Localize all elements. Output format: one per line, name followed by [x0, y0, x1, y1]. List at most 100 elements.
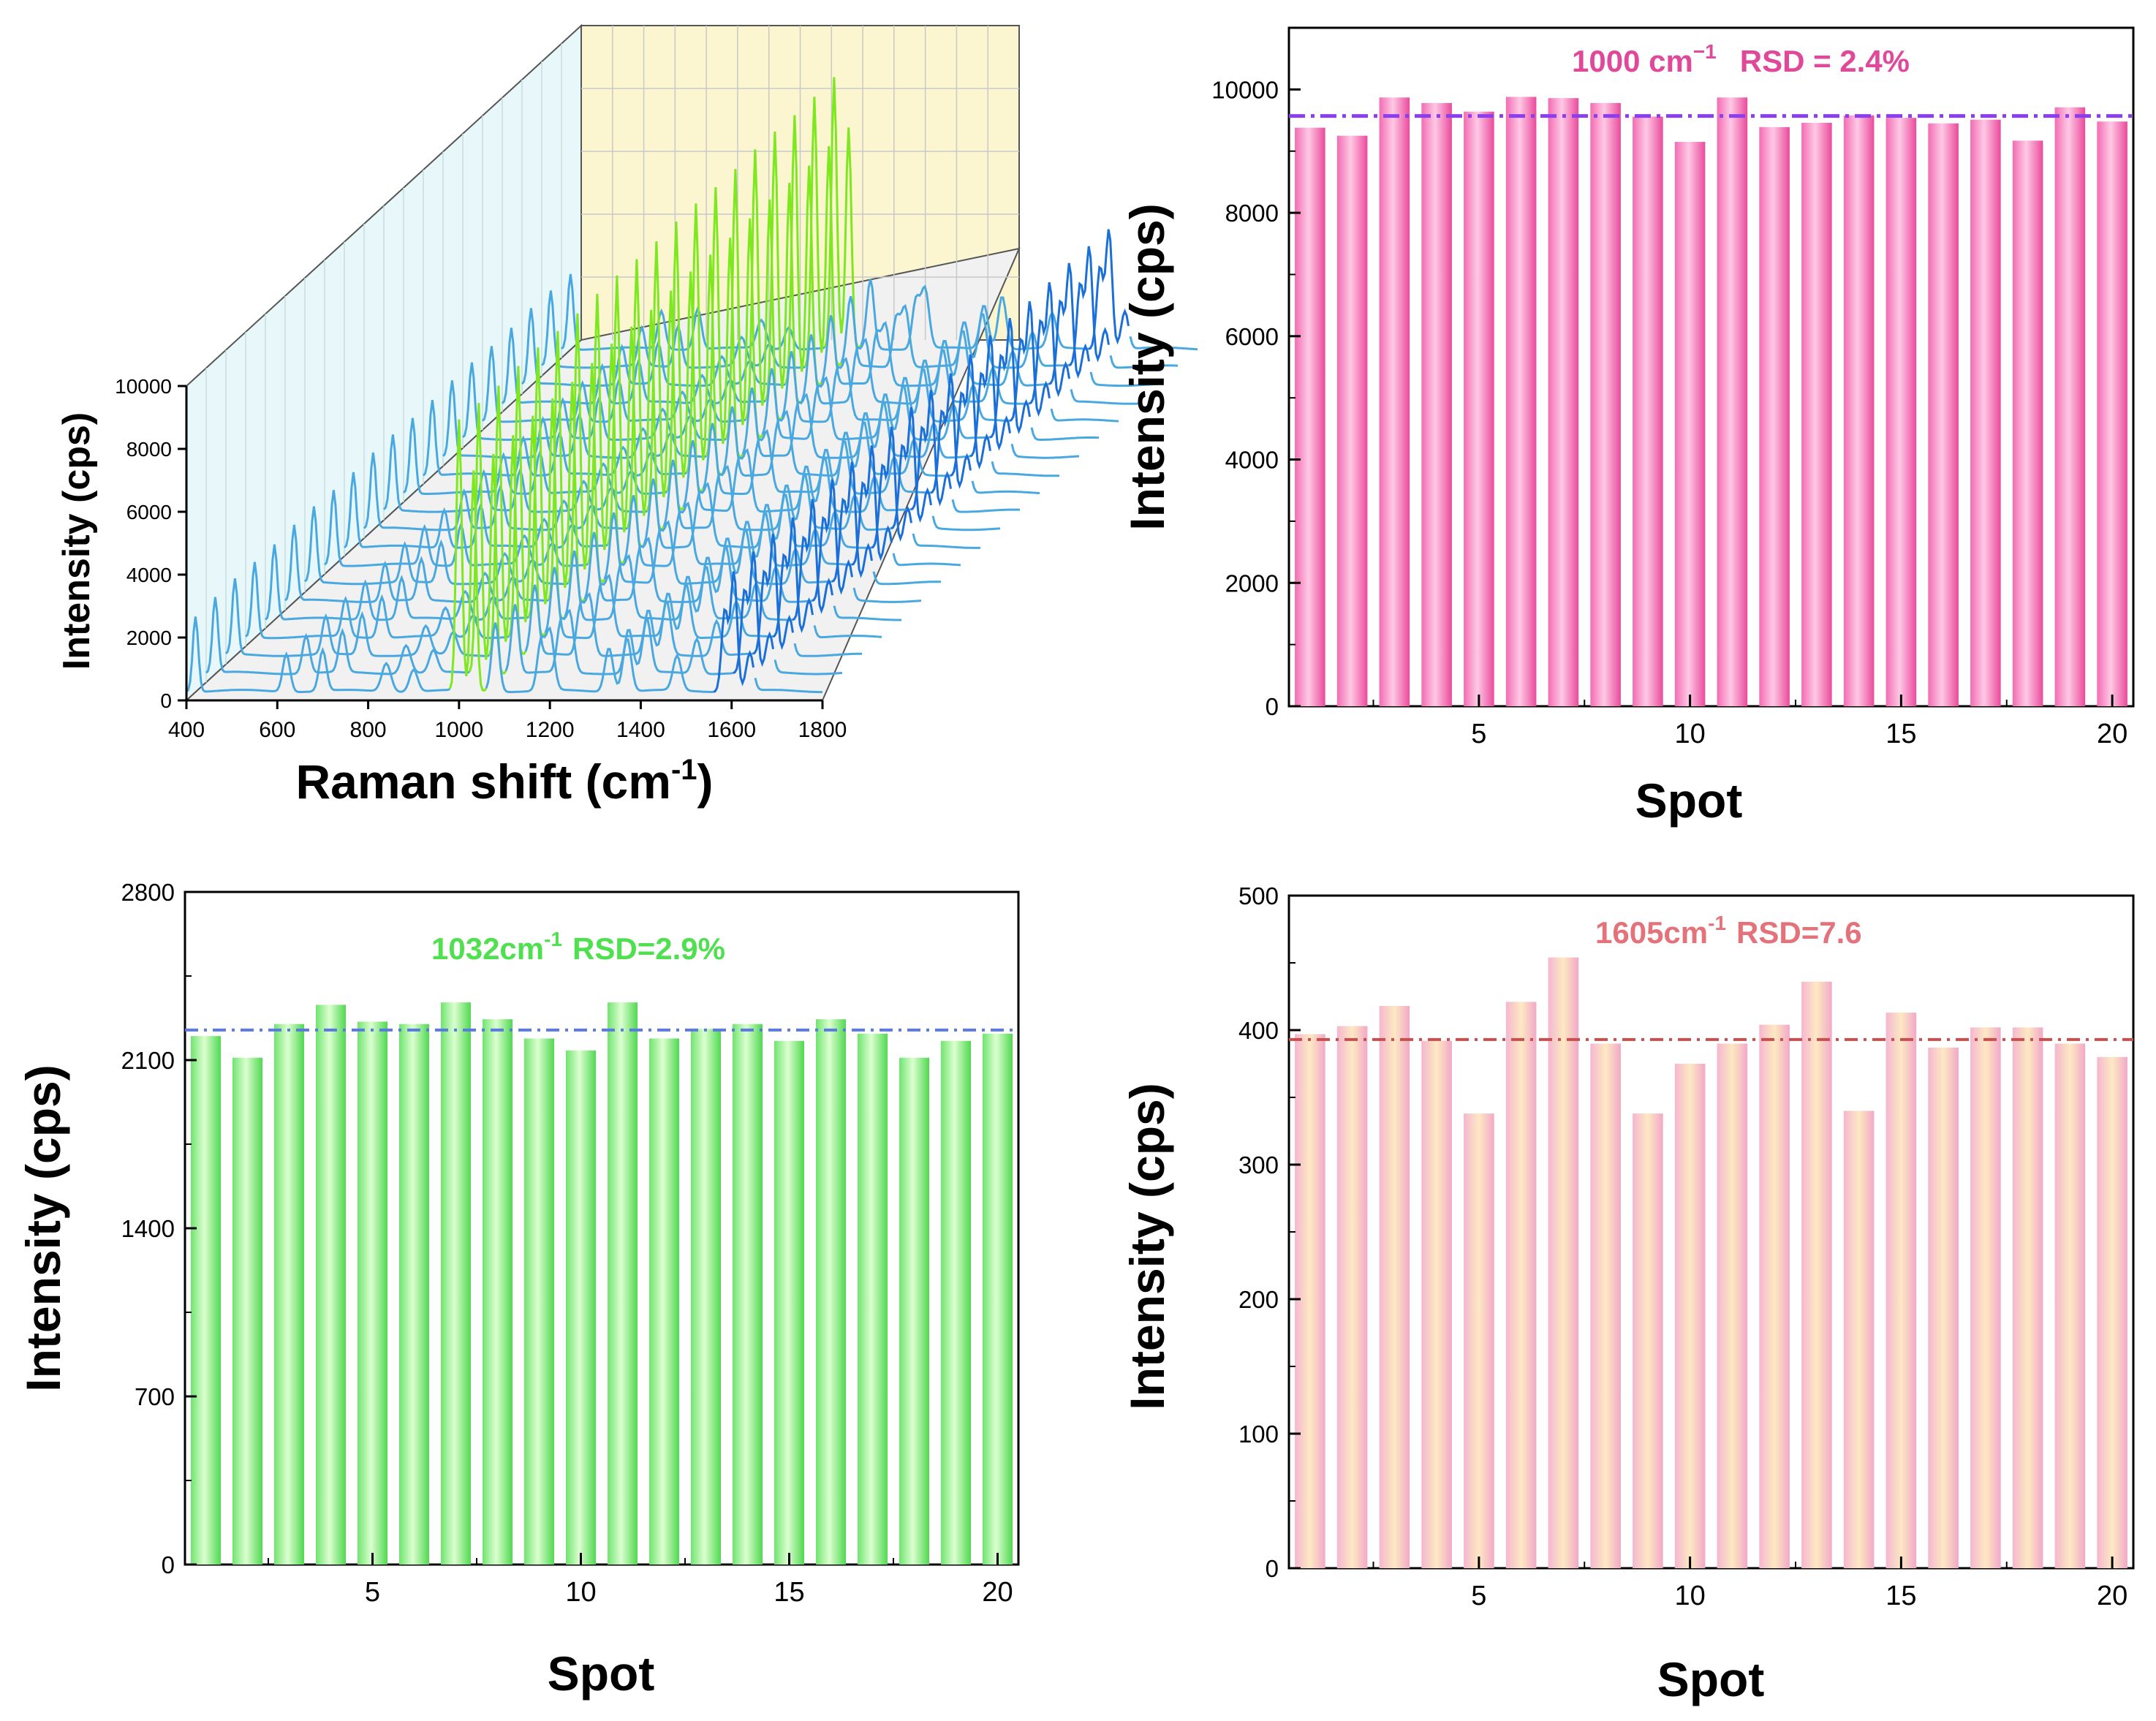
bar-spot-2 [1336, 1026, 1368, 1568]
bar-spot-17 [857, 1033, 888, 1565]
spectrum-9-peak-1605 [871, 426, 912, 549]
x-tick-label: 1000 [434, 718, 483, 742]
bar-spot-20 [2097, 1056, 2127, 1568]
spectrum-13-mid [722, 406, 951, 477]
bar-panel-1605-x-title: Spot [1657, 1652, 1765, 1706]
bar-spot-12 [1759, 126, 1790, 707]
bar-spot-4 [1421, 1040, 1452, 1568]
spectrum-2-mid [504, 604, 734, 676]
y-tick-label: 10000 [115, 375, 172, 398]
y-tick-label: 8000 [1225, 200, 1279, 227]
x-tick-label: 1600 [707, 718, 756, 742]
x-tick-label: 600 [259, 718, 295, 742]
spectrum-7-mid [603, 512, 832, 586]
waterfall-spectra [185, 77, 1198, 694]
bar-spot-10 [565, 1050, 597, 1565]
spectrum-18-peak-1605 [1048, 262, 1090, 385]
spectrum-2-left [205, 597, 471, 676]
spectrum-3-right [793, 643, 862, 657]
spectrum-19-mid [840, 295, 1069, 369]
bar-panel-1032-frame [184, 890, 1020, 1566]
x-tick-label: 5 [365, 1577, 380, 1608]
bar-spot-20 [982, 1033, 1013, 1565]
bar-spot-5 [1464, 111, 1494, 706]
waterfall-x-axis-title: Raman shift (cm-1) [296, 754, 714, 809]
spectrum-14-mid [741, 387, 971, 459]
bar-spot-8 [1590, 102, 1621, 706]
bar-spot-7 [440, 1002, 472, 1565]
x-tick-label: 15 [773, 1577, 804, 1608]
y-tick-label: 4000 [1225, 447, 1279, 474]
x-tick-label: 400 [168, 718, 205, 742]
spectrum-19-peak-1605 [1068, 246, 1110, 367]
spectrum-5-right [833, 605, 901, 621]
bar-spot-6 [1505, 1002, 1537, 1568]
bar-spot-10 [1674, 1064, 1706, 1568]
spectrum-7-right [872, 571, 941, 586]
spectrum-1-peak-1000 [448, 419, 488, 692]
ticks-1032: 0 700 1400 2100 2800 5 10 15 20 [121, 879, 1013, 1608]
bar-spot-16 [1928, 123, 1959, 706]
y-tick-label: 2000 [126, 627, 172, 649]
bar-spot-19 [2054, 107, 2086, 706]
spectrum-17-peak-1605 [1029, 281, 1070, 405]
bar-spot-15 [773, 1040, 805, 1565]
y-tick-label: 4000 [126, 564, 172, 586]
x-tick-label: 10 [1674, 1581, 1705, 1611]
y-tick-label: 400 [1238, 1017, 1279, 1044]
spectrum-18-right [1089, 371, 1159, 387]
annotation-1000-sup: −1 [1693, 40, 1717, 63]
bar-panel-1032-y-title: Intensity (cps) [16, 1064, 70, 1391]
bar-spot-6 [1505, 97, 1537, 706]
y-tick-label: 6000 [1225, 323, 1279, 350]
y-tick-label: 1400 [121, 1215, 175, 1242]
bar-spot-17 [1970, 1027, 2001, 1568]
spectrum-2-right [773, 659, 843, 676]
bar-spot-18 [2012, 140, 2043, 707]
bar-spot-2 [232, 1057, 263, 1565]
bar-spot-9 [1633, 1113, 1663, 1568]
spectrum-9-mid [643, 478, 871, 549]
bar-spot-13 [1801, 981, 1832, 1568]
spectrum-14-peak-1605 [969, 335, 1011, 458]
spectrum-8-peak-1605 [851, 445, 893, 566]
bar-panel-1032: 0 700 1400 2100 2800 5 10 15 20 1032cm-1 RSD=2.9%… [16, 879, 1020, 1701]
spectrum-6-peak-1605 [812, 479, 853, 602]
bar-spot-3 [273, 1024, 305, 1565]
x-tick-label: 1200 [526, 718, 575, 742]
x-tick-label: 20 [2097, 719, 2127, 749]
spectrum-3-left [224, 578, 491, 657]
spectrum-4-peak-1605 [772, 517, 814, 638]
spectrum-8-mid [623, 495, 852, 567]
bar-spot-4 [315, 1005, 347, 1565]
bar-spot-3 [1379, 1005, 1410, 1568]
bar-spot-15 [1885, 118, 1917, 707]
bar-spot-10 [1674, 142, 1706, 706]
spectrum-15-right [1030, 427, 1099, 441]
spectrum-10-peak-1605 [890, 406, 932, 530]
y-tick-label: 100 [1238, 1421, 1279, 1448]
annotation-1605: 1605cm-1 RSD=7.6 [1595, 912, 1862, 950]
spectrum-6-right [852, 587, 922, 603]
x-tick-label: 800 [350, 718, 387, 742]
bar-spot-6 [398, 1024, 430, 1565]
annotation-1032: 1032cm-1 RSD=2.9% [431, 928, 725, 966]
spectrum-15-mid [761, 368, 991, 441]
spectrum-5-left [264, 544, 530, 621]
y-tick-label: 10000 [1211, 76, 1279, 103]
bar-panel-1000-y-title: Intensity (cps) [1120, 203, 1174, 530]
y-tick-label: 6000 [126, 501, 172, 523]
annotation-1000: 1000 cm−1 RSD = 2.4% [1572, 40, 1910, 78]
spectrum-1-left [185, 616, 451, 693]
y-tick-label: 200 [1238, 1286, 1279, 1313]
waterfall-ticks: 400 600 800 1000 1200 1400 1600 1800 0 2000 4000 60… [115, 375, 847, 742]
spectrum-4-mid [544, 567, 773, 640]
bar-spot-8 [482, 1019, 513, 1565]
spectrum-20-peak-1605 [1088, 229, 1130, 350]
bar-spot-4 [1421, 102, 1452, 706]
spectrum-8-right [892, 553, 961, 567]
spectrum-16-right [1050, 408, 1119, 423]
spectrum-1-right [754, 678, 822, 694]
bar-spot-1 [190, 1036, 222, 1565]
